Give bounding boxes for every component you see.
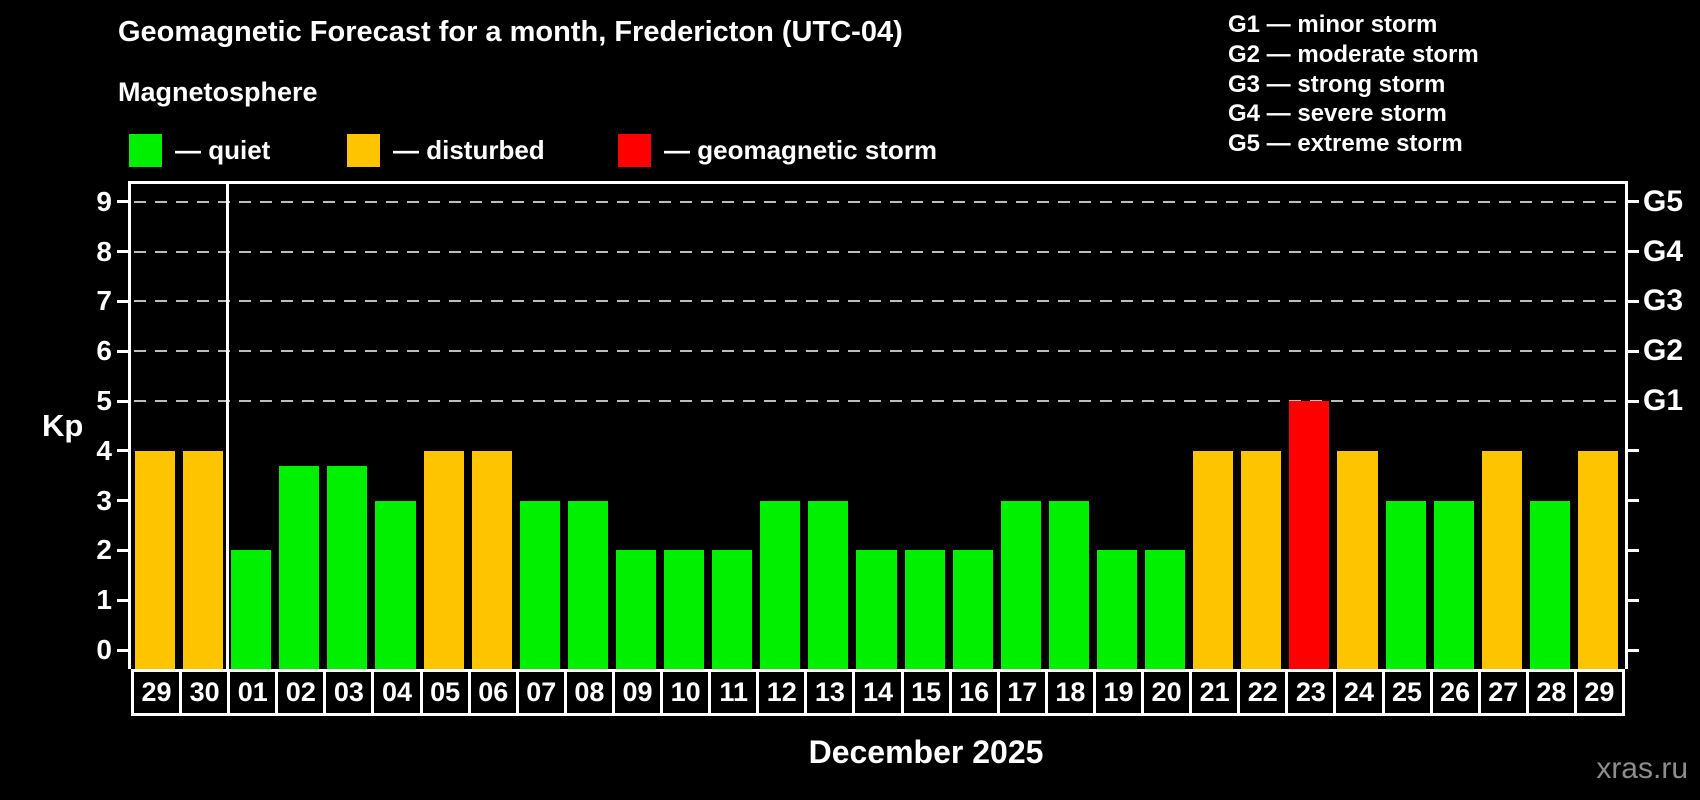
legend-item-storm: — geomagnetic storm [618, 134, 937, 167]
legend-label-disturbed: — disturbed [393, 135, 545, 165]
day-label-cell-01: 01 [227, 669, 279, 716]
day-label-cell-23: 23 [1285, 669, 1337, 716]
watermark: xras.ru [1596, 752, 1688, 785]
g4-legend-line: G4 — severe storm [1228, 100, 1447, 128]
g-scale-legend: G1 — minor storm G2 — moderate storm G3 … [1228, 10, 1479, 159]
day-label-cell-10: 10 [660, 669, 712, 716]
legend-label-quiet: — quiet [175, 135, 271, 165]
legend-item-disturbed: — disturbed [347, 134, 545, 167]
day-label-cell-18: 18 [1044, 669, 1096, 716]
day-label-cell-26: 26 [1429, 669, 1481, 716]
legend-item-quiet: — quiet [129, 134, 270, 167]
day-label-cell-29: 29 [1573, 669, 1625, 716]
quiet-color-swatch [129, 134, 162, 167]
day-label-cell-08: 08 [563, 669, 615, 716]
g2-legend-line: G2 — moderate storm [1228, 40, 1479, 68]
plot-area-border [128, 181, 1628, 669]
y-axis-label: Kp [42, 408, 84, 443]
day-label-cell-20: 20 [1141, 669, 1193, 716]
day-label-cell-29: 29 [131, 669, 183, 716]
disturbed-color-swatch [347, 134, 380, 167]
day-label-cell-05: 05 [419, 669, 471, 716]
day-label-cell-27: 27 [1477, 669, 1529, 716]
day-label-cell-06: 06 [467, 669, 519, 716]
chart-subtitle: Magnetosphere [118, 77, 318, 107]
day-label-cell-07: 07 [515, 669, 567, 716]
day-label-cell-04: 04 [371, 669, 423, 716]
g1-legend-line: G1 — minor storm [1228, 11, 1438, 38]
day-label-cell-14: 14 [852, 669, 904, 716]
legend-label-storm: — geomagnetic storm [664, 135, 938, 165]
x-axis-title: December 2025 [808, 734, 1044, 770]
day-label-cell-12: 12 [756, 669, 808, 716]
day-label-cell-09: 09 [611, 669, 664, 716]
day-label-cell-15: 15 [900, 669, 952, 716]
day-label-cell-30: 30 [179, 669, 231, 716]
day-label-cell-11: 11 [708, 669, 760, 716]
day-label-cell-28: 28 [1525, 669, 1577, 716]
day-label-cell-25: 25 [1381, 669, 1433, 716]
day-label-cell-17: 17 [996, 669, 1048, 716]
g3-legend-line: G3 — strong storm [1228, 70, 1446, 98]
day-label-cell-21: 21 [1189, 669, 1241, 716]
day-label-cell-13: 13 [804, 669, 856, 716]
day-label-cell-24: 24 [1333, 669, 1385, 716]
day-label-cell-19: 19 [1092, 669, 1145, 716]
day-label-cell-22: 22 [1237, 669, 1289, 716]
chart-title: Geomagnetic Forecast for a month, Freder… [118, 16, 903, 48]
storm-color-swatch [618, 134, 651, 167]
g5-legend-line: G5 — extreme storm [1228, 130, 1463, 158]
day-label-cell-02: 02 [275, 669, 327, 716]
day-label-cell-03: 03 [323, 669, 375, 716]
day-label-cell-16: 16 [948, 669, 1000, 716]
